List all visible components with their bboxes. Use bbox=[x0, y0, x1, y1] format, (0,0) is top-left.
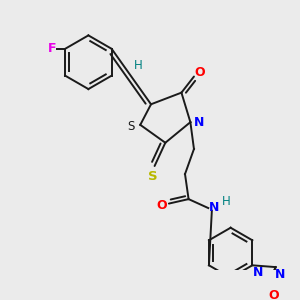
Text: N: N bbox=[208, 201, 219, 214]
Text: N: N bbox=[194, 116, 205, 129]
Text: S: S bbox=[148, 170, 158, 183]
Text: O: O bbox=[156, 199, 167, 212]
Text: O: O bbox=[268, 289, 279, 300]
Text: H: H bbox=[134, 59, 143, 72]
Text: F: F bbox=[47, 42, 56, 55]
Text: H: H bbox=[222, 195, 230, 208]
Text: O: O bbox=[194, 67, 205, 80]
Text: N: N bbox=[253, 266, 264, 279]
Text: N: N bbox=[275, 268, 285, 281]
Text: S: S bbox=[128, 120, 135, 133]
